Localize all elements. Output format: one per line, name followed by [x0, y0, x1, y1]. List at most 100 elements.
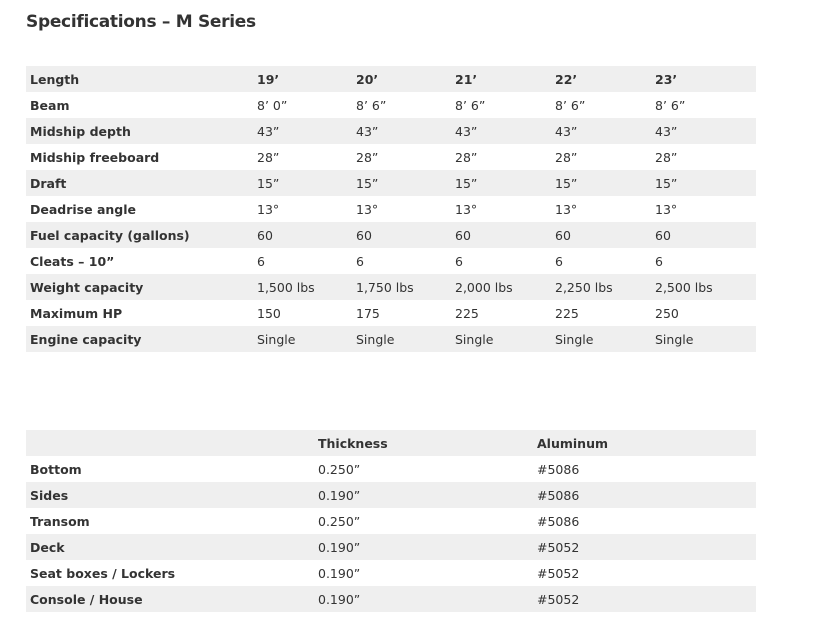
table-cell: 6 — [655, 253, 663, 269]
table-cell: 15” — [257, 175, 280, 191]
row-label: Deck — [30, 539, 65, 555]
table-row: Bottom 0.250” #5086 — [26, 456, 756, 482]
table-cell: 8’ 6” — [356, 97, 387, 113]
row-label: Midship depth — [30, 123, 131, 139]
table-header-row: Length 19’ 20’ 21’ 22’ 23’ — [26, 66, 756, 92]
row-label: Cleats – 10” — [30, 253, 115, 269]
table-cell: 6 — [356, 253, 364, 269]
row-label: Transom — [30, 513, 90, 529]
table-row: Console / House 0.190” #5052 — [26, 586, 756, 612]
table-cell: 2,250 lbs — [555, 279, 613, 295]
column-header: 19’ — [257, 71, 280, 87]
table-row: Cleats – 10” 6 6 6 6 6 — [26, 248, 756, 274]
table-cell: 28” — [257, 149, 280, 165]
table-cell: 13° — [257, 201, 280, 217]
column-header: 20’ — [356, 71, 379, 87]
table-cell: 60 — [555, 227, 571, 243]
row-label: Midship freeboard — [30, 149, 160, 165]
row-label: Beam — [30, 97, 70, 113]
table-cell: Single — [356, 331, 395, 347]
table-cell: 28” — [655, 149, 678, 165]
table-cell: 60 — [257, 227, 273, 243]
table-cell: 43” — [257, 123, 280, 139]
table-row: Maximum HP 150 175 225 225 250 — [26, 300, 756, 326]
table-row: Fuel capacity (gallons) 60 60 60 60 60 — [26, 222, 756, 248]
table-row: Engine capacity Single Single Single Single S… — [26, 326, 756, 352]
table-cell: 2,500 lbs — [655, 279, 713, 295]
table-cell: 28” — [455, 149, 478, 165]
table-cell: 0.190” — [318, 539, 361, 555]
row-label: Draft — [30, 175, 67, 191]
table-cell: 0.190” — [318, 591, 361, 607]
table-row: Weight capacity 1,500 lbs 1,750 lbs 2,000 l… — [26, 274, 756, 300]
table-cell: 0.190” — [318, 487, 361, 503]
table-cell: 60 — [455, 227, 471, 243]
table-cell: 1,750 lbs — [356, 279, 414, 295]
table-cell: Single — [455, 331, 494, 347]
table-cell: Single — [257, 331, 296, 347]
column-header: 23’ — [655, 71, 678, 87]
table-cell: 225 — [455, 305, 479, 321]
table-cell: 0.250” — [318, 513, 361, 529]
table-cell: 250 — [655, 305, 679, 321]
table-cell: #5052 — [537, 591, 580, 607]
row-label: Engine capacity — [30, 331, 142, 347]
table-cell: 43” — [555, 123, 578, 139]
table-cell: 6 — [257, 253, 265, 269]
row-label: Fuel capacity (gallons) — [30, 227, 190, 243]
table-cell: 8’ 0” — [257, 97, 288, 113]
header-label — [26, 430, 318, 456]
table-cell: 28” — [356, 149, 379, 165]
table-cell: #5086 — [537, 487, 580, 503]
table-cell: 13° — [356, 201, 379, 217]
materials-table: Thickness Aluminum Bottom 0.250” #5086 Sides 0… — [26, 430, 756, 612]
table-cell: 28” — [555, 149, 578, 165]
table-row: Deadrise angle 13° 13° 13° 13° 13° — [26, 196, 756, 222]
table-row: Transom 0.250” #5086 — [26, 508, 756, 534]
table-cell: 43” — [455, 123, 478, 139]
table-cell: 6 — [555, 253, 563, 269]
table-cell: 15” — [356, 175, 379, 191]
row-label: Seat boxes / Lockers — [30, 565, 176, 581]
table-cell: 2,000 lbs — [455, 279, 513, 295]
row-label: Weight capacity — [30, 279, 144, 295]
table-row: Sides 0.190” #5086 — [26, 482, 756, 508]
table-cell: 225 — [555, 305, 579, 321]
column-header: 21’ — [455, 71, 478, 87]
row-label: Maximum HP — [30, 305, 123, 321]
table-cell: #5052 — [537, 539, 580, 555]
row-label: Sides — [30, 487, 69, 503]
table-cell: 175 — [356, 305, 380, 321]
column-header: Aluminum — [537, 435, 608, 451]
table-cell: 6 — [455, 253, 463, 269]
table-cell: 15” — [555, 175, 578, 191]
table-cell: 13° — [455, 201, 478, 217]
table-cell: 60 — [655, 227, 671, 243]
table-cell: #5086 — [537, 513, 580, 529]
table-cell: 43” — [356, 123, 379, 139]
row-label: Bottom — [30, 461, 82, 477]
table-cell: 0.190” — [318, 565, 361, 581]
row-label: Deadrise angle — [30, 201, 136, 217]
table-cell: 60 — [356, 227, 372, 243]
table-header-row: Thickness Aluminum — [26, 430, 756, 456]
table-cell: #5052 — [537, 565, 580, 581]
table-row: Beam 8’ 0” 8’ 6” 8’ 6” 8’ 6” 8’ 6” — [26, 92, 756, 118]
table-cell: 8’ 6” — [655, 97, 686, 113]
table-row: Deck 0.190” #5052 — [26, 534, 756, 560]
row-label: Console / House — [30, 591, 143, 607]
table-row: Midship freeboard 28” 28” 28” 28” 28” — [26, 144, 756, 170]
table-cell: 1,500 lbs — [257, 279, 315, 295]
column-header: Thickness — [318, 435, 388, 451]
table-cell: #5086 — [537, 461, 580, 477]
table-row: Midship depth 43” 43” 43” 43” 43” — [26, 118, 756, 144]
table-row: Draft 15” 15” 15” 15” 15” — [26, 170, 756, 196]
table-cell: 150 — [257, 305, 281, 321]
header-label: Length — [30, 71, 80, 87]
table-row: Seat boxes / Lockers 0.190” #5052 — [26, 560, 756, 586]
table-cell: 8’ 6” — [555, 97, 586, 113]
table-cell: 8’ 6” — [455, 97, 486, 113]
specifications-table: Length 19’ 20’ 21’ 22’ 23’ Beam 8’ 0” 8’ 6” 8’ 6”… — [26, 66, 756, 352]
table-cell: 13° — [655, 201, 678, 217]
table-cell: Single — [555, 331, 594, 347]
